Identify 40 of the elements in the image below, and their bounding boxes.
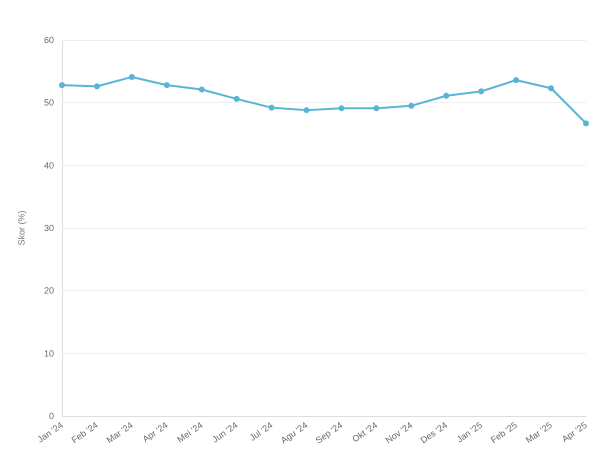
y-tick-label: 50 bbox=[44, 98, 54, 108]
x-tick-label: Jan '25 bbox=[454, 420, 484, 445]
x-tick-label: Jan '24 bbox=[36, 420, 65, 445]
point bbox=[198, 86, 205, 93]
point bbox=[94, 83, 100, 90]
point bbox=[478, 88, 484, 94]
x-tick-label: Jun '24 bbox=[210, 420, 240, 445]
y-tick-label: 30 bbox=[44, 223, 54, 233]
point bbox=[583, 120, 589, 126]
x-tick-label: Feb '24 bbox=[70, 420, 100, 446]
x-tick-label: Nov '24 bbox=[384, 420, 414, 446]
x-tick-label: Apr '25 bbox=[560, 420, 589, 444]
point bbox=[443, 92, 450, 99]
point bbox=[128, 74, 135, 80]
x-tick-label: Sep '24 bbox=[314, 420, 344, 446]
x-tick-label: Okt '24 bbox=[350, 420, 380, 444]
x-tick-label: Mar '25 bbox=[524, 420, 554, 446]
point bbox=[373, 105, 380, 112]
x-tick-label: Jul '24 bbox=[248, 420, 274, 443]
point bbox=[548, 85, 554, 92]
y-tick-label: 10 bbox=[44, 348, 54, 358]
point bbox=[513, 77, 520, 84]
point bbox=[164, 82, 170, 88]
point bbox=[234, 96, 240, 102]
y-tick-label: 0 bbox=[48, 411, 54, 421]
x-tick-label: Des '24 bbox=[418, 420, 450, 446]
point bbox=[304, 107, 310, 114]
x-tick-label: Mei '24 bbox=[175, 420, 205, 445]
x-tick-label: Feb '25 bbox=[488, 420, 520, 446]
y-tick-label: 40 bbox=[44, 160, 54, 170]
x-tick-label: Agu '24 bbox=[278, 420, 310, 446]
y-tick-label: 20 bbox=[44, 286, 54, 296]
point bbox=[59, 82, 65, 88]
x-tick-label: Apr '24 bbox=[140, 420, 170, 444]
y-tick-label: 60 bbox=[44, 35, 54, 45]
point bbox=[338, 105, 344, 112]
point bbox=[268, 104, 275, 111]
y-axis-title: Skor (%) bbox=[16, 210, 26, 246]
point bbox=[408, 102, 414, 109]
x-tick-label: Mar '24 bbox=[104, 420, 135, 446]
